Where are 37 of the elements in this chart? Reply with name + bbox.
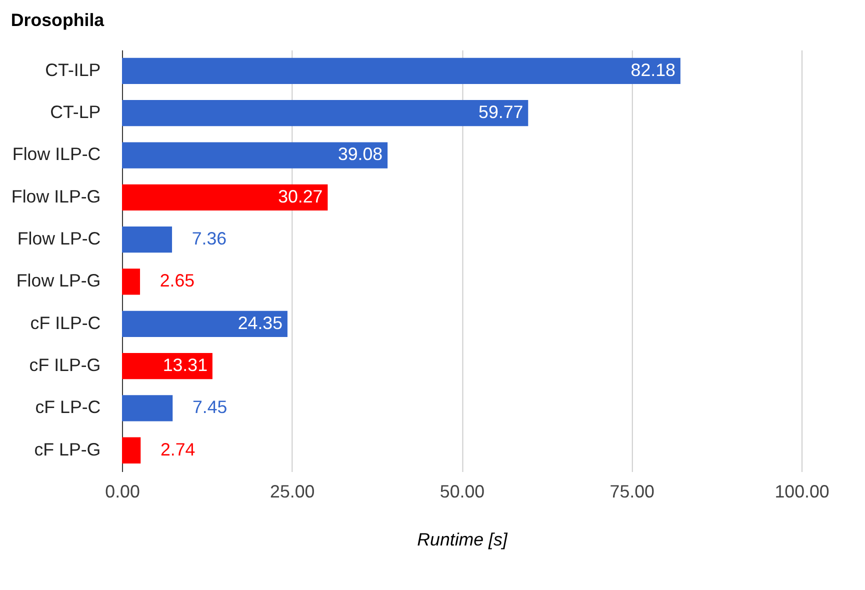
data-label: 2.65 <box>160 270 195 291</box>
data-label: 13.31 <box>162 355 208 376</box>
bar <box>122 268 140 295</box>
y-tick-label: cF LP-C <box>35 397 101 418</box>
y-tick-label: cF LP-G <box>34 439 101 460</box>
data-label: 82.18 <box>630 60 676 80</box>
bar <box>122 142 388 168</box>
bar <box>122 310 288 337</box>
data-label: 2.74 <box>160 439 196 460</box>
y-tick-label: cF ILP-G <box>29 355 101 376</box>
y-tick-label: Flow ILP-C <box>12 144 101 164</box>
y-tick-label: Flow LP-C <box>17 228 101 249</box>
chart-title: Drosophila <box>10 10 106 30</box>
data-label: 39.08 <box>338 144 383 164</box>
bar <box>122 352 212 380</box>
x-tick-label: 25.00 <box>270 482 315 502</box>
x-tick-label: 75.00 <box>610 482 655 502</box>
y-tick-label: cF ILP-C <box>30 312 101 333</box>
y-tick-label: CT-ILP <box>45 60 101 80</box>
bar <box>122 100 528 126</box>
x-tick-label: 50.00 <box>440 482 485 502</box>
data-label: 24.35 <box>238 312 283 333</box>
data-label: 30.27 <box>278 186 323 206</box>
data-label: 59.77 <box>478 102 524 122</box>
bar <box>122 226 172 253</box>
y-tick-label: Flow LP-G <box>16 270 101 291</box>
x-tick-label: 0.00 <box>105 482 140 502</box>
bar <box>122 58 680 84</box>
data-label: 7.45 <box>192 397 228 418</box>
x-tick-label: 100.00 <box>774 482 830 502</box>
bar <box>122 437 141 464</box>
bar <box>122 395 173 422</box>
data-label: 7.36 <box>192 228 227 249</box>
y-tick-label: CT-LP <box>50 102 101 122</box>
bar <box>122 184 328 210</box>
x-axis-title: Runtime [s] <box>417 529 508 550</box>
y-tick-label: Flow ILP-G <box>11 186 101 206</box>
